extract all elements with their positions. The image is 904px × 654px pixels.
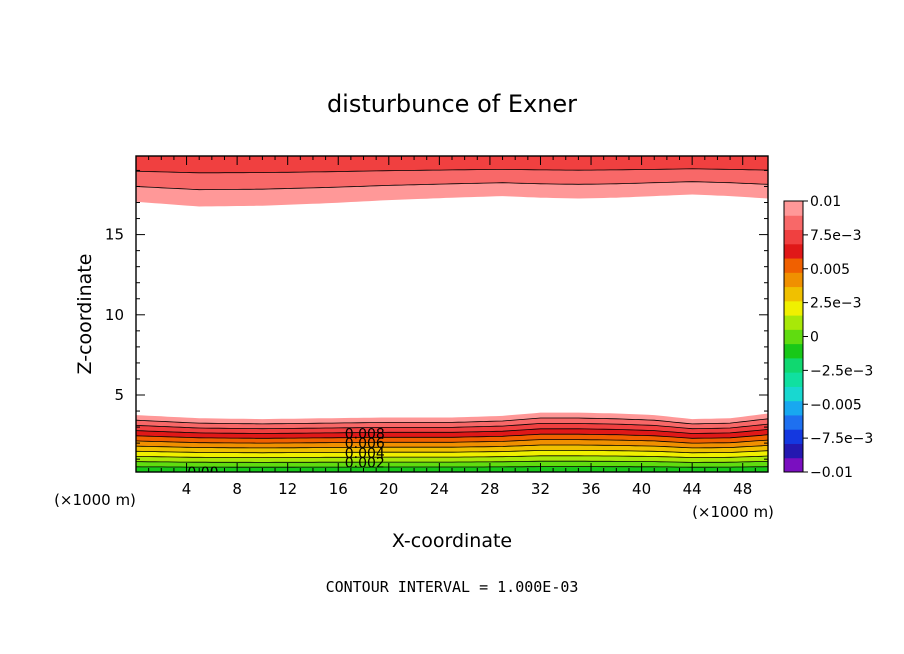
contour-line <box>136 439 768 444</box>
colorbar-swatch <box>784 215 803 231</box>
x-tick-label: 16 <box>329 480 348 498</box>
x-tick-label: 12 <box>278 480 297 498</box>
contour-label: 0.006 <box>345 436 385 452</box>
colorbar-swatch <box>784 429 803 444</box>
colorbar-swatch <box>784 414 803 430</box>
x-tick-label: 20 <box>379 480 398 498</box>
colorbar-swatch <box>784 443 803 459</box>
colorbar-label: 0.005 <box>810 262 850 278</box>
contour-line <box>136 466 768 468</box>
contour-line <box>136 449 768 454</box>
x-tick-label: 48 <box>733 480 752 498</box>
contour-line <box>136 422 768 430</box>
colorbar-label: 2.5e−3 <box>810 296 862 312</box>
x-axis-ticks: 4 8 12 16 20 24 28 32 36 40 44 48 <box>135 156 769 498</box>
colorbar-label: −2.5e−3 <box>810 363 873 379</box>
colorbar-swatch <box>784 343 803 359</box>
colorbar-label: 0 <box>810 330 819 346</box>
y-tick-label: 15 <box>105 226 124 244</box>
colorbar-swatch <box>784 457 803 473</box>
x-tick-label: 8 <box>232 480 242 498</box>
contour-line <box>136 455 768 459</box>
y-axis-label: Z-coordinate <box>74 254 96 375</box>
contour-label: 0.00 <box>187 465 218 481</box>
colorbar-swatch <box>784 315 803 330</box>
colorbar-swatch <box>784 329 803 345</box>
x-tick-label: 44 <box>683 480 702 498</box>
colorbar-label: −0.01 <box>810 465 853 481</box>
colorbar-swatch <box>784 357 803 373</box>
colorbar-label: −7.5e−3 <box>810 431 873 447</box>
upper-band-layer <box>136 156 768 173</box>
colorbar-swatch <box>784 201 803 216</box>
x-unit-label-right: (×1000 m) <box>692 503 774 521</box>
y-axis-ticks: 5 10 15 <box>105 169 768 460</box>
contour-label: 0.008 <box>345 427 385 443</box>
contour-line <box>136 168 768 174</box>
x-tick-label: 32 <box>531 480 550 498</box>
x-axis-label: X-coordinate <box>392 530 512 552</box>
colorbar-swatch <box>784 386 803 402</box>
contour-line <box>136 460 768 463</box>
colorbar-label: −0.005 <box>810 397 862 413</box>
colorbar: 0.01 7.5e−3 0.005 2.5e−3 0 −2.5e−3 −0.005 −7.5e… <box>783 194 873 481</box>
colorbar-swatch <box>784 286 803 302</box>
contour-line <box>136 181 768 191</box>
contour-line <box>136 428 768 434</box>
colorbar-swatch <box>784 300 803 316</box>
x-tick-label: 28 <box>480 480 499 498</box>
chart-title: disturbunce of Exner <box>327 90 577 118</box>
colorbar-swatch <box>784 372 803 387</box>
contour-line <box>136 433 768 439</box>
colorbar-swatch <box>784 229 803 245</box>
colorbar-label: 0.01 <box>810 194 841 210</box>
x-tick-label: 36 <box>581 480 600 498</box>
contour-line <box>136 417 768 425</box>
y-tick-label: 5 <box>114 386 124 404</box>
colorbar-swatch <box>784 272 803 288</box>
contour-interval-note: CONTOUR INTERVAL = 1.000E-03 <box>326 578 579 596</box>
x-unit-label-left: (×1000 m) <box>54 491 136 509</box>
colorbar-label: 7.5e−3 <box>810 228 862 244</box>
x-tick-label: 40 <box>632 480 651 498</box>
x-tick-label: 24 <box>430 480 449 498</box>
contour-line <box>136 444 768 449</box>
contour-label: 0.004 <box>345 446 385 462</box>
contour-label: 0.002 <box>345 455 385 471</box>
y-tick-label: 10 <box>105 306 124 324</box>
colorbar-swatch <box>784 258 803 273</box>
colorbar-swatch <box>784 400 803 416</box>
x-tick-label: 4 <box>182 480 192 498</box>
colorbar-swatch <box>784 243 803 259</box>
